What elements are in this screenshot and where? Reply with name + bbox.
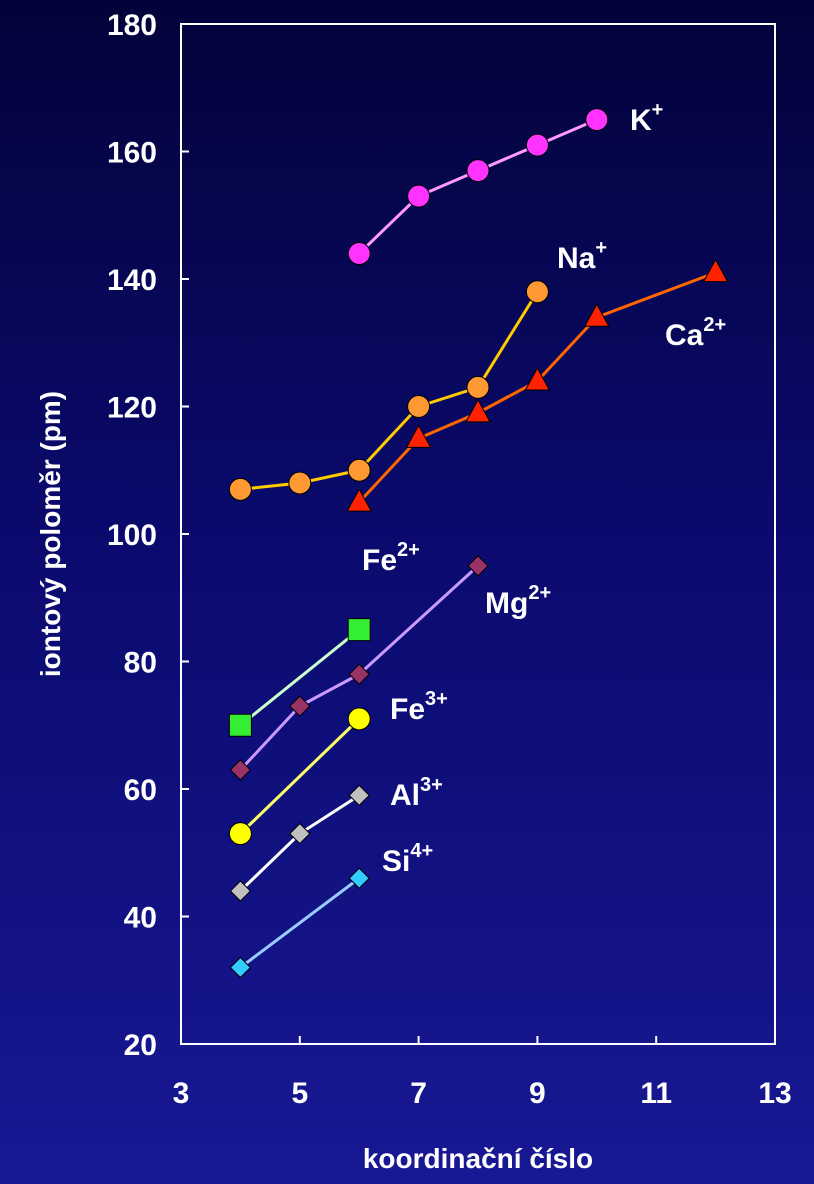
y-tick-label: 20 <box>124 1029 157 1062</box>
series-line-si-4plus <box>239 877 361 969</box>
ion-symbol: Fe <box>390 693 425 726</box>
data-point-na-plus <box>466 375 490 399</box>
x-tick-label: 3 <box>173 1077 190 1110</box>
data-point-na-plus <box>347 458 371 482</box>
y-tick-label: 80 <box>124 647 157 680</box>
series-label-fe-2plus: Fe2+ <box>362 539 420 577</box>
series-line-ca-2plus <box>358 271 717 504</box>
data-point-fe-3plus <box>228 822 252 846</box>
x-axis-title: koordinační číslo <box>363 1143 593 1174</box>
data-point-al-3plus <box>229 880 252 902</box>
y-tick-label: 160 <box>107 137 157 170</box>
data-point-k-plus <box>466 159 490 183</box>
series-line-mg-2plus <box>239 564 480 771</box>
series-line-fe-3plus <box>239 717 361 835</box>
y-tick-label: 40 <box>124 902 157 935</box>
series-line-fe-2plus <box>239 628 361 727</box>
data-point-mg-2plus <box>348 663 370 685</box>
data-point-k-plus <box>407 184 431 208</box>
data-point-k-plus <box>585 108 609 132</box>
ion-symbol: Al <box>390 779 420 812</box>
data-point-na-plus <box>288 471 312 495</box>
data-point-k-plus <box>347 242 371 265</box>
series-line-na-plus <box>240 290 539 491</box>
y-tick-label: 100 <box>107 519 157 552</box>
ion-charge: 2+ <box>703 314 726 336</box>
ion-charge: + <box>652 99 664 121</box>
ion-charge: 3+ <box>420 774 443 796</box>
ion-symbol: Ca <box>665 319 704 352</box>
y-tick-label: 140 <box>107 264 157 297</box>
data-point-ca-2plus <box>405 424 432 448</box>
data-point-ca-2plus <box>465 398 491 423</box>
y-axis: 20 40 60 80 100 120 140 160 180 <box>107 9 189 1062</box>
y-tick-label: 60 <box>124 774 157 807</box>
data-point-fe-2plus <box>347 618 371 642</box>
x-tick-label: 9 <box>529 1077 546 1110</box>
series-label-k-plus: K+ <box>630 99 663 137</box>
ion-symbol: Fe <box>362 544 397 577</box>
data-point-fe-3plus <box>347 707 371 731</box>
data-point-na-plus <box>525 280 549 304</box>
ion-charge: 3+ <box>425 688 448 710</box>
series-label-si-4plus: Si4+ <box>382 840 433 878</box>
x-tick-label: 11 <box>640 1077 672 1110</box>
data-point-ca-2plus <box>524 366 551 391</box>
series-layer <box>228 108 729 979</box>
x-axis: 3 5 7 9 11 13 <box>173 1036 792 1110</box>
y-tick-label: 120 <box>107 392 157 425</box>
data-point-mg-2plus <box>289 695 311 717</box>
ion-charge: 2+ <box>528 582 551 604</box>
x-tick-label: 13 <box>758 1077 791 1110</box>
data-point-na-plus <box>228 477 252 501</box>
data-point-ca-2plus <box>702 258 729 283</box>
data-point-mg-2plus <box>467 555 489 577</box>
series-label-na-plus: Na+ <box>557 237 607 275</box>
data-point-ca-2plus <box>583 303 610 327</box>
series-label-mg-2plus: Mg2+ <box>485 582 551 620</box>
y-axis-title: iontový poloměr (pm) <box>35 391 66 677</box>
data-point-si-4plus <box>348 867 370 889</box>
ion-symbol: Si <box>382 845 410 878</box>
y-tick-label: 180 <box>107 9 157 42</box>
ion-symbol: Mg <box>485 587 528 620</box>
data-point-mg-2plus <box>229 759 252 781</box>
ion-symbol: Na <box>557 242 596 275</box>
data-point-fe-2plus <box>228 713 252 737</box>
data-point-k-plus <box>525 133 549 157</box>
data-point-al-3plus <box>289 822 311 845</box>
ion-charge: 2+ <box>397 539 420 561</box>
data-point-si-4plus <box>229 956 252 979</box>
data-point-na-plus <box>407 395 431 418</box>
series-line-k-plus <box>358 118 598 255</box>
ion-symbol: K <box>630 104 652 137</box>
series-labels: K+Na+Ca2+Fe2+Mg2+Fe3+Al3+Si4+ <box>362 99 726 878</box>
data-point-al-3plus <box>348 784 370 807</box>
x-tick-label: 7 <box>410 1077 427 1110</box>
series-label-ca-2plus: Ca2+ <box>665 314 726 352</box>
data-point-ca-2plus <box>346 488 373 512</box>
series-label-fe-3plus: Fe3+ <box>390 688 448 726</box>
ion-charge: + <box>595 237 607 259</box>
x-tick-label: 5 <box>291 1077 308 1110</box>
ion-charge: 4+ <box>410 840 433 862</box>
series-label-al-3plus: Al3+ <box>390 774 443 812</box>
